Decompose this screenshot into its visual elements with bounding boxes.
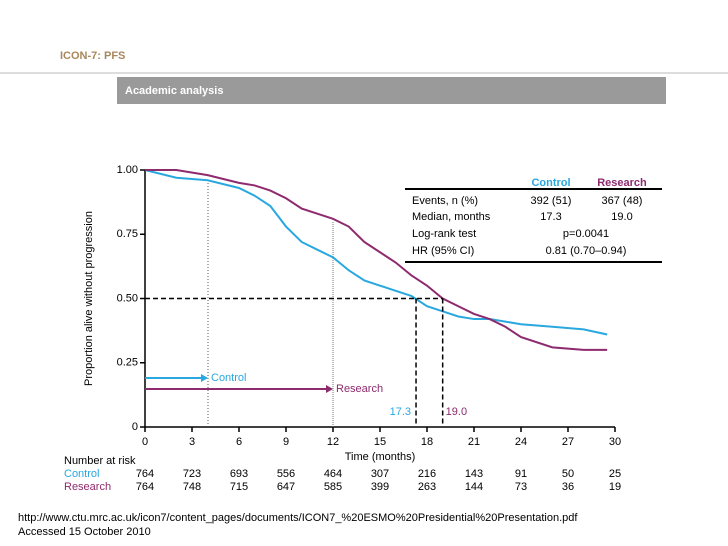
table-row-label: Median, months bbox=[412, 211, 491, 223]
risk-value: 764 bbox=[136, 481, 154, 493]
x-tick-label: 3 bbox=[189, 436, 195, 448]
y-tick-label: 0.25 bbox=[117, 357, 138, 369]
risk-value: 25 bbox=[609, 468, 621, 480]
stats-bg bbox=[403, 176, 663, 262]
banner bbox=[117, 77, 666, 104]
x-tick-label: 18 bbox=[421, 436, 433, 448]
median-label: 17.3 bbox=[390, 406, 411, 418]
risk-value: 50 bbox=[562, 468, 574, 480]
risk-value: 73 bbox=[515, 481, 527, 493]
risk-value: 647 bbox=[277, 481, 295, 493]
risk-value: 748 bbox=[183, 481, 201, 493]
x-tick-label: 24 bbox=[515, 436, 527, 448]
risk-value: 143 bbox=[465, 468, 483, 480]
legend-arrowhead bbox=[201, 374, 208, 382]
risk-value: 556 bbox=[277, 468, 295, 480]
risk-value: 723 bbox=[183, 468, 201, 480]
accessed: Accessed 15 October 2010 bbox=[18, 526, 151, 538]
legend-label: Research bbox=[336, 383, 383, 395]
x-tick-label: 0 bbox=[142, 436, 148, 448]
x-tick-label: 15 bbox=[374, 436, 386, 448]
table-cell: 17.3 bbox=[540, 211, 561, 223]
x-tick-label: 12 bbox=[327, 436, 339, 448]
y-axis-label: Proportion alive without progression bbox=[83, 211, 95, 386]
risk-value: 715 bbox=[230, 481, 248, 493]
table-row-label: Log-rank test bbox=[412, 228, 476, 240]
plot: 00.250.500.751.000 3 6 9 12 15 18 21 24 27 30Time … bbox=[64, 164, 663, 493]
risk-value: 144 bbox=[465, 481, 483, 493]
table-cell: p=0.0041 bbox=[563, 228, 609, 240]
risk-value: 263 bbox=[418, 481, 436, 493]
risk-title: Number at risk bbox=[64, 455, 136, 467]
risk-row-label: Research bbox=[64, 481, 111, 493]
table-row-label: HR (95% CI) bbox=[412, 245, 474, 257]
x-tick-label: 21 bbox=[468, 436, 480, 448]
risk-value: 91 bbox=[515, 468, 527, 480]
risk-value: 36 bbox=[562, 481, 574, 493]
legend-label: Control bbox=[211, 372, 246, 384]
table-header: Research bbox=[597, 177, 647, 189]
median-label: 19.0 bbox=[446, 406, 467, 418]
risk-row-label: Control bbox=[64, 468, 99, 480]
risk-value: 464 bbox=[324, 468, 342, 480]
risk-value: 399 bbox=[371, 481, 389, 493]
y-tick-label: 0.50 bbox=[117, 292, 138, 304]
x-tick-label: 6 bbox=[236, 436, 242, 448]
risk-value: 216 bbox=[418, 468, 436, 480]
x-tick-label: 30 bbox=[609, 436, 621, 448]
table-header: Control bbox=[531, 177, 570, 189]
y-tick-label: 0.75 bbox=[117, 228, 138, 240]
slide-title: ICON-7: PFS bbox=[60, 50, 125, 62]
banner-text: Academic analysis bbox=[125, 85, 223, 97]
table-row-label: Events, n (%) bbox=[412, 195, 478, 207]
x-tick-label: 27 bbox=[562, 436, 574, 448]
risk-value: 307 bbox=[371, 468, 389, 480]
table-cell: 392 (51) bbox=[531, 195, 572, 207]
risk-value: 585 bbox=[324, 481, 342, 493]
risk-value: 693 bbox=[230, 468, 248, 480]
table-cell: 367 (48) bbox=[602, 195, 643, 207]
risk-value: 764 bbox=[136, 468, 154, 480]
x-tick-label: 9 bbox=[283, 436, 289, 448]
y-tick-label: 1.00 bbox=[117, 164, 138, 176]
y-tick-label: 0 bbox=[132, 421, 138, 433]
table-cell: 0.81 (0.70–0.94) bbox=[546, 245, 627, 257]
source: http://www.ctu.mrc.ac.uk/icon7/content_p… bbox=[18, 512, 578, 524]
legend-arrowhead bbox=[326, 385, 333, 393]
survival-curve bbox=[145, 169, 608, 351]
x-axis-label: Time (months) bbox=[345, 451, 416, 463]
table-cell: 19.0 bbox=[611, 211, 632, 223]
survival-curve bbox=[144, 169, 608, 336]
risk-value: 19 bbox=[609, 481, 621, 493]
